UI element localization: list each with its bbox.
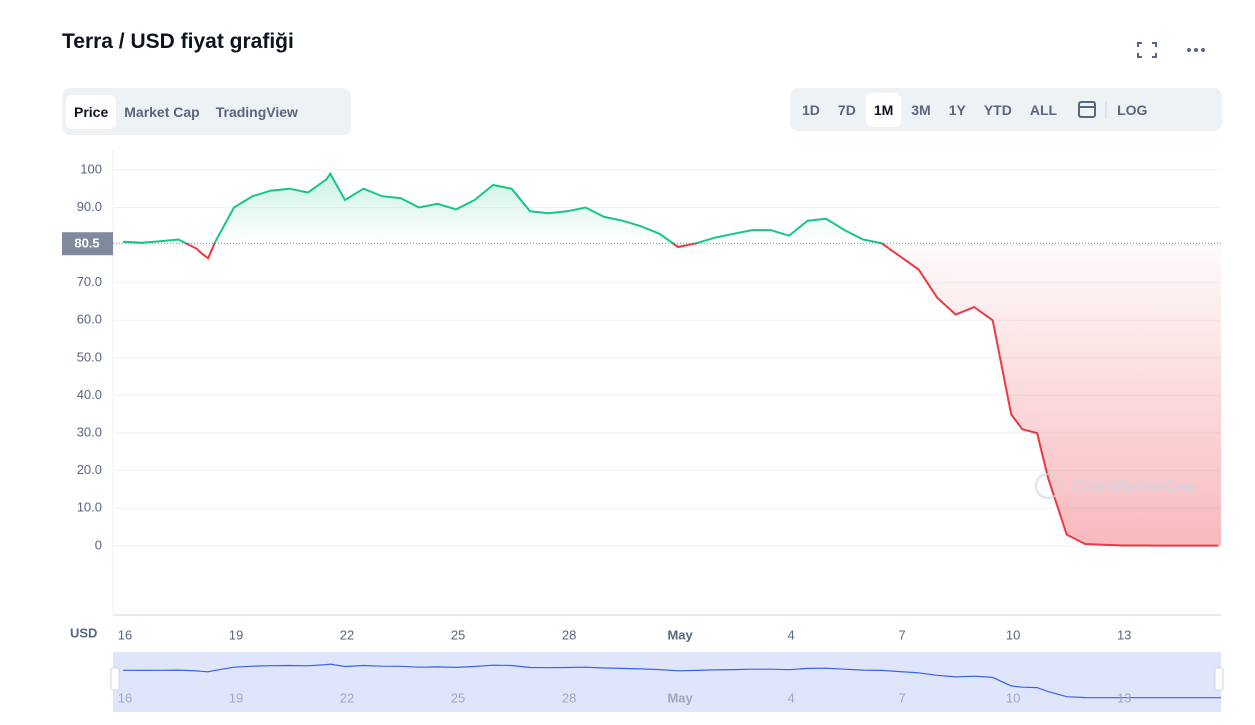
y-tick-label: 70.0	[77, 274, 102, 289]
navigator-tick-label: 22	[340, 690, 354, 705]
x-tick-label: 10	[1006, 627, 1020, 642]
range-button[interactable]: 1M	[865, 92, 902, 127]
x-tick-label: 7	[899, 627, 906, 642]
range-button[interactable]: 1D	[802, 101, 820, 118]
navigator-line	[122, 663, 1222, 699]
y-tick-label: 40.0	[77, 387, 102, 402]
price-line	[122, 171, 1219, 547]
currency-label: USD	[70, 625, 97, 640]
y-tick-label: 0	[95, 537, 102, 552]
watermark-logo	[1035, 473, 1061, 499]
reference-label: 80.5	[74, 236, 99, 251]
x-tick-label: 13	[1117, 627, 1131, 642]
navigator-bg	[113, 652, 1221, 712]
x-tick-label: 25	[451, 627, 465, 642]
x-tick-label: 19	[229, 627, 243, 642]
x-tick-label: 4	[788, 627, 795, 642]
y-tick-label: 60.0	[77, 312, 102, 327]
range-button[interactable]: ALL	[1029, 101, 1058, 118]
navigator-handle[interactable]	[1214, 667, 1224, 691]
navigator-tick-label: 28	[562, 690, 576, 705]
y-tick-label: 50.0	[77, 349, 102, 364]
range-button[interactable]: 7D	[837, 101, 856, 118]
x-tick-label: May	[667, 627, 693, 642]
navigator-tick-label: 13	[1117, 690, 1131, 705]
fullscreen-icon[interactable]	[1135, 40, 1159, 60]
log-button[interactable]: LOG	[1117, 101, 1148, 118]
range-button[interactable]: 1Y	[948, 101, 966, 118]
x-tick-label: 28	[562, 627, 576, 642]
y-tick-label: 20.0	[77, 462, 102, 477]
range-button[interactable]: YTD	[983, 101, 1012, 118]
view-tabs: Price Market Cap TradingView	[62, 88, 351, 135]
tab-price[interactable]: Price	[66, 94, 117, 129]
navigator-handle[interactable]	[110, 667, 120, 691]
reference-badge	[62, 232, 113, 256]
x-tick-label: 22	[340, 627, 354, 642]
navigator-tick-label: May	[667, 690, 693, 705]
y-tick-label: 10.0	[77, 500, 102, 515]
range-buttons: 1D 7D 1M 3M 1Y YTD ALL LOG	[790, 88, 1222, 131]
more-icon[interactable]	[1184, 40, 1208, 60]
watermark: CoinMarketCap	[1072, 476, 1197, 495]
range-button[interactable]: 3M	[911, 101, 931, 118]
navigator-tick-label: 4	[788, 690, 795, 705]
y-tick-label: 100	[80, 161, 102, 176]
calendar-icon[interactable]	[1067, 99, 1107, 121]
navigator-tick-label: 10	[1006, 690, 1020, 705]
tab-market-cap[interactable]: Market Cap	[124, 103, 200, 120]
navigator-tick-label: 16	[118, 690, 132, 705]
chart-title: Terra / USD fiyat grafiği	[62, 30, 294, 53]
x-tick-label: 16	[118, 627, 132, 642]
y-tick-label: 30.0	[77, 424, 102, 439]
price-area	[122, 173, 1222, 546]
y-tick-label: 90.0	[77, 199, 102, 214]
navigator-tick-label: 19	[229, 690, 243, 705]
navigator-tick-label: 7	[899, 690, 906, 705]
navigator-tick-label: 25	[451, 690, 465, 705]
tab-tradingview[interactable]: TradingView	[215, 103, 298, 120]
